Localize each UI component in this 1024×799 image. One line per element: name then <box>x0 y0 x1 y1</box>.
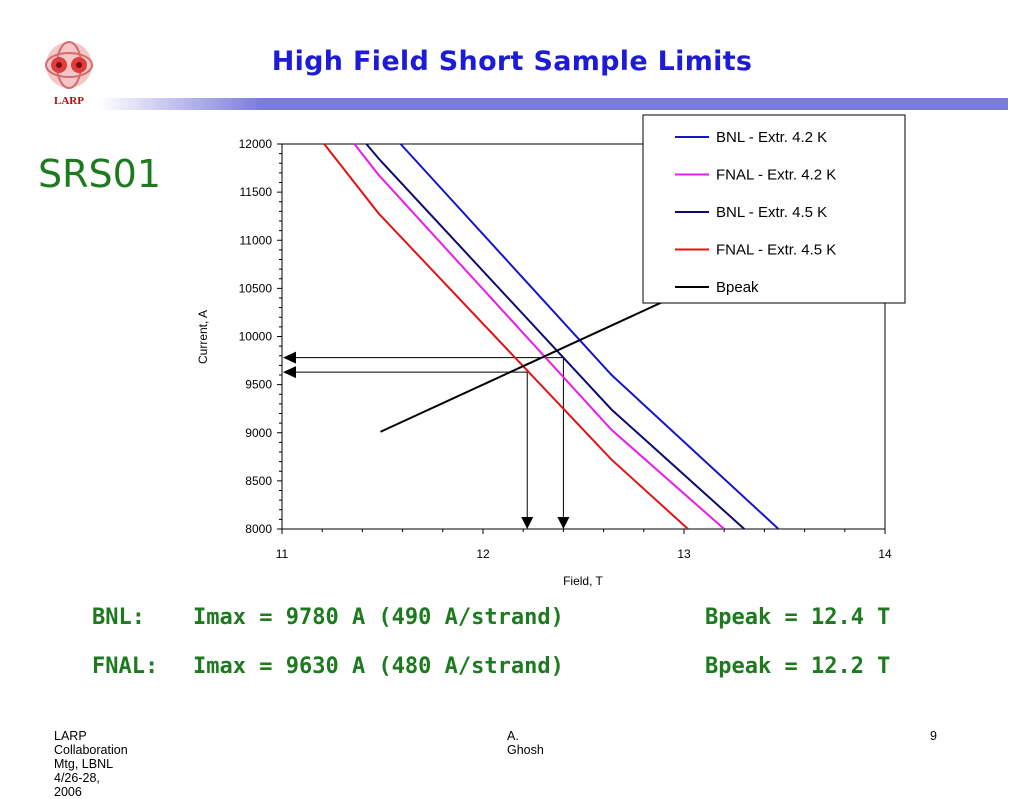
sample-name: SRS01 <box>38 152 161 196</box>
series-fnal-extr-4-5-k <box>323 143 689 529</box>
fnal-bpeak: Bpeak = 12.2 T <box>705 654 891 679</box>
legend-label-bnl-extr-4-2-k: BNL - Extr. 4.2 K <box>716 129 827 146</box>
series-bnl-extr-4-5-k <box>365 143 745 529</box>
chart-legend: BNL - Extr. 4.2 K FNAL - Extr. 4.2 K BNL -… <box>642 114 906 304</box>
fnal-label: FNAL: <box>92 654 159 679</box>
x-axis-title: Field, T <box>563 574 603 588</box>
slide-title: High Field Short Sample Limits <box>271 46 753 77</box>
fnal-field-arrow <box>521 517 534 529</box>
y-tick-label: 8000 <box>245 522 272 536</box>
y-tick-label: 12000 <box>239 137 273 151</box>
x-tick-label: 14 <box>878 547 892 561</box>
legend-label-bpeak: Bpeak <box>716 279 759 296</box>
bnl-bpeak: Bpeak = 12.4 T <box>705 605 891 630</box>
y-tick-label: 11500 <box>240 185 273 199</box>
larp-logo: LARP <box>45 41 93 106</box>
larp-logo-text: LARP <box>54 95 84 106</box>
y-tick-label: 9500 <box>245 378 272 392</box>
bnl-current-arrow <box>283 351 296 364</box>
x-tick-label: 13 <box>677 547 691 561</box>
x-tick-label: 11 <box>276 547 289 561</box>
series-bpeak <box>380 289 689 433</box>
y-tick-label: 10500 <box>239 281 273 295</box>
legend-label-bnl-extr-4-5-k: BNL - Extr. 4.5 K <box>716 204 827 221</box>
title-underline <box>98 98 1008 110</box>
y-axis-title: Current, A <box>196 310 210 364</box>
fnal-imax: Imax = 9630 A (480 A/strand) <box>193 654 564 679</box>
series-bnl-extr-4-2-k <box>399 143 780 529</box>
fnal-current-arrow <box>283 366 296 379</box>
y-tick-label: 9000 <box>245 426 272 440</box>
chart-annotations <box>283 351 570 529</box>
x-tick-label: 12 <box>476 547 490 561</box>
legend-box <box>642 114 906 304</box>
bnl-label: BNL: <box>92 605 145 630</box>
legend-label-fnal-extr-4-5-k: FNAL - Extr. 4.5 K <box>716 242 836 259</box>
short-sample-chart: 8000 8500 9000 9500 10000 10500 11000 11500 1200… <box>196 114 906 588</box>
y-tick-label: 8500 <box>245 474 272 488</box>
legend-label-fnal-extr-4-2-k: FNAL - Extr. 4.2 K <box>716 167 836 184</box>
bnl-imax: Imax = 9780 A (490 A/strand) <box>193 605 564 630</box>
y-tick-label: 11000 <box>240 233 273 247</box>
footer-page-number: 9 <box>930 729 937 743</box>
chart-series <box>323 143 780 529</box>
footer-meeting: LARP Collaboration Mtg, LBNL 4/26-28, 20… <box>54 729 128 799</box>
footer-author: A. Ghosh <box>507 729 544 757</box>
bnl-field-arrow <box>557 517 570 529</box>
y-tick-label: 10000 <box>239 330 273 344</box>
series-fnal-extr-4-2-k <box>353 143 725 529</box>
